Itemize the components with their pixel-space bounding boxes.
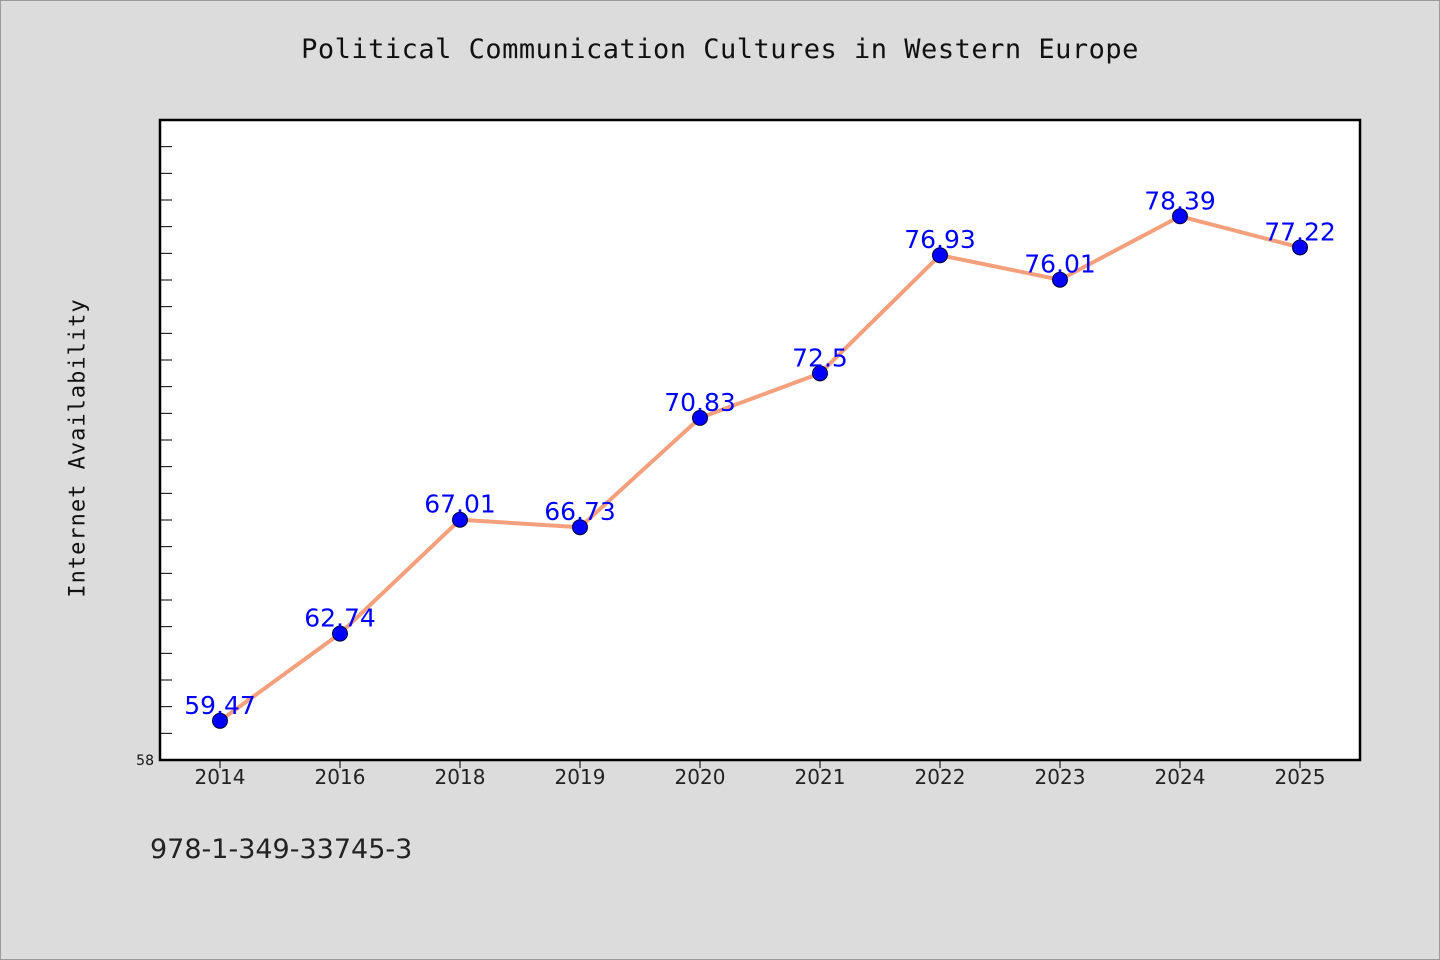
data-point [1292,239,1308,256]
data-label: 62.74 [304,604,376,633]
x-tick-label: 2021 [795,765,846,789]
data-point [572,519,588,536]
x-tick-label: 2023 [1035,765,1086,789]
data-point [692,409,708,426]
data-point [1172,208,1188,225]
x-tick-label: 2019 [555,765,606,789]
data-point [1052,271,1068,288]
data-point [452,511,468,528]
plot-frame [158,118,1362,762]
data-label: 77.22 [1264,217,1336,246]
series-line [218,214,1302,723]
data-point [332,625,348,642]
data-label: 72.5 [792,343,848,372]
data-point [212,712,228,729]
y-tick-label: 58 [136,753,154,769]
data-label: 59.47 [184,691,256,720]
x-tick-label: 2022 [915,765,966,789]
chart-title: Political Communication Cultures in West… [301,34,1139,65]
data-point [932,247,948,264]
data-label: 76.01 [1024,250,1096,279]
data-label: 76.93 [904,225,976,254]
x-tick-label: 2025 [1275,765,1326,789]
data-label: 67.01 [424,490,496,519]
data-label: 78.39 [1144,186,1216,215]
x-tick-label: 2018 [435,765,486,789]
x-tick-label: 2016 [315,765,366,789]
x-tick-label: 2014 [195,765,246,789]
isbn-caption: 978-1-349-33745-3 [150,834,413,865]
data-label: 70.83 [664,388,736,417]
x-tick-label: 2024 [1155,765,1206,789]
x-tick-label: 2020 [675,765,726,789]
data-point [812,365,828,382]
data-label: 66.73 [544,497,616,526]
